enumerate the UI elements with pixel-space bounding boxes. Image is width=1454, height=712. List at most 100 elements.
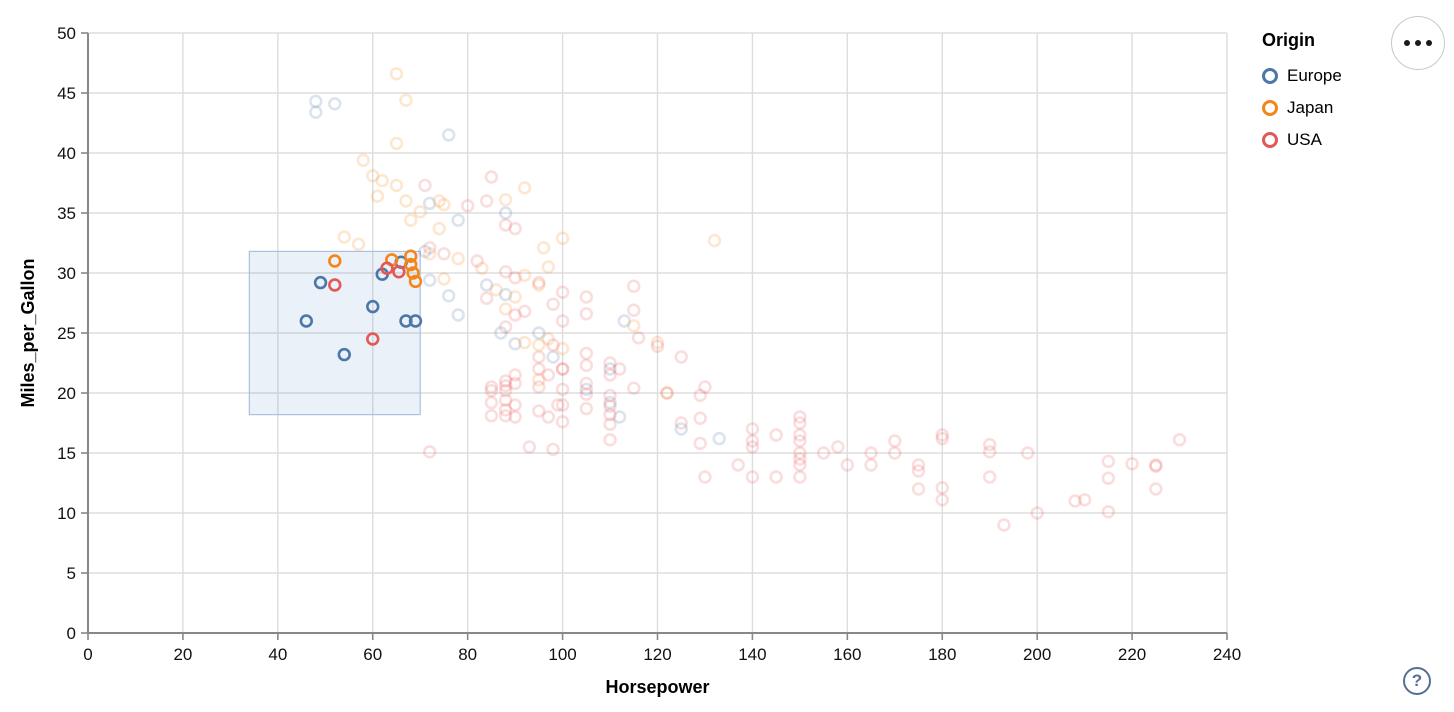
data-point-usa[interactable] (546, 297, 560, 311)
data-point-usa[interactable] (508, 410, 522, 424)
data-point-usa[interactable] (423, 445, 437, 459)
data-point-usa[interactable] (698, 380, 712, 394)
data-point-usa[interactable] (693, 436, 707, 451)
data-point-usa[interactable] (698, 470, 712, 484)
data-point-japan[interactable] (351, 237, 366, 251)
help-button[interactable]: ? (1403, 667, 1431, 695)
data-point-europe[interactable] (451, 308, 465, 322)
data-point-usa[interactable] (546, 338, 560, 352)
data-point-usa[interactable] (508, 376, 522, 391)
data-point-usa[interactable] (1149, 459, 1163, 473)
data-point-usa[interactable] (603, 368, 617, 382)
data-point-europe[interactable] (603, 395, 617, 410)
data-point-europe[interactable] (712, 431, 726, 446)
data-point-japan[interactable] (508, 290, 522, 304)
data-point-usa[interactable] (498, 265, 513, 279)
data-point-usa[interactable] (479, 291, 494, 305)
data-point-usa[interactable] (366, 332, 380, 346)
data-point-usa[interactable] (508, 308, 522, 322)
data-point-usa[interactable] (437, 247, 451, 261)
data-point-europe[interactable] (309, 105, 323, 119)
data-point-usa[interactable] (498, 383, 513, 398)
data-point-japan[interactable] (532, 338, 546, 352)
data-point-usa[interactable] (935, 431, 949, 446)
data-point-usa[interactable] (1149, 482, 1163, 496)
data-point-usa[interactable] (911, 458, 926, 472)
data-point-europe[interactable] (423, 196, 437, 211)
data-point-usa[interactable] (911, 482, 926, 496)
data-point-japan[interactable] (432, 221, 446, 236)
data-point-usa[interactable] (484, 383, 499, 398)
data-point-usa[interactable] (532, 362, 546, 376)
data-point-usa[interactable] (470, 254, 484, 268)
data-point-japan[interactable] (366, 169, 380, 183)
data-point-usa[interactable] (392, 265, 406, 279)
data-point-usa[interactable] (831, 440, 845, 454)
data-point-europe[interactable] (498, 206, 513, 220)
data-point-europe[interactable] (674, 422, 688, 436)
data-point-usa[interactable] (745, 422, 760, 436)
data-point-japan[interactable] (404, 257, 418, 272)
data-point-usa[interactable] (579, 376, 594, 391)
data-point-usa[interactable] (579, 358, 594, 373)
data-point-usa[interactable] (579, 346, 594, 361)
data-point-japan[interactable] (356, 153, 370, 167)
data-point-japan[interactable] (404, 213, 418, 227)
data-point-japan[interactable] (536, 241, 551, 255)
data-point-usa[interactable] (508, 398, 522, 412)
data-point-japan[interactable] (423, 247, 437, 261)
data-point-usa[interactable] (731, 458, 745, 472)
data-point-usa[interactable] (840, 458, 855, 472)
data-point-europe[interactable] (546, 350, 560, 364)
data-point-usa[interactable] (498, 393, 513, 407)
data-point-japan[interactable] (541, 332, 556, 346)
data-point-japan[interactable] (451, 251, 465, 266)
data-point-japan[interactable] (532, 373, 546, 387)
data-point-usa[interactable] (650, 339, 665, 353)
data-point-usa[interactable] (660, 386, 674, 400)
data-point-europe[interactable] (408, 314, 423, 328)
data-point-usa[interactable] (498, 409, 513, 423)
data-point-usa[interactable] (555, 285, 570, 299)
data-point-usa[interactable] (1172, 433, 1187, 447)
data-point-usa[interactable] (603, 417, 617, 431)
data-point-japan[interactable] (389, 67, 404, 81)
data-point-usa[interactable] (579, 401, 594, 416)
data-point-europe[interactable] (441, 289, 456, 303)
data-point-usa[interactable] (1030, 506, 1044, 520)
data-point-usa[interactable] (546, 442, 560, 457)
data-point-europe[interactable] (309, 94, 323, 109)
data-point-japan[interactable] (413, 205, 427, 219)
data-point-usa[interactable] (508, 221, 522, 236)
data-point-europe[interactable] (451, 213, 465, 227)
data-point-usa[interactable] (555, 398, 570, 412)
data-point-usa[interactable] (1068, 494, 1082, 508)
data-point-usa[interactable] (793, 470, 807, 484)
data-point-usa[interactable] (935, 481, 949, 495)
data-point-usa[interactable] (612, 362, 627, 376)
data-point-usa[interactable] (517, 304, 532, 319)
data-point-usa[interactable] (603, 388, 617, 403)
data-point-usa[interactable] (579, 307, 594, 321)
data-point-japan[interactable] (475, 261, 489, 275)
data-point-usa[interactable] (816, 446, 831, 460)
data-point-usa[interactable] (1101, 454, 1116, 469)
data-point-japan[interactable] (489, 283, 503, 297)
data-point-usa[interactable] (380, 261, 394, 275)
data-point-usa[interactable] (579, 387, 594, 401)
data-point-japan[interactable] (437, 272, 451, 286)
data-point-japan[interactable] (389, 178, 404, 193)
data-point-europe[interactable] (617, 314, 631, 328)
data-point-usa[interactable] (693, 388, 707, 403)
data-point-usa[interactable] (579, 290, 594, 304)
data-point-usa[interactable] (484, 380, 499, 394)
data-point-europe[interactable] (441, 128, 456, 142)
data-point-usa[interactable] (888, 434, 902, 448)
data-point-europe[interactable] (337, 347, 351, 362)
data-point-usa[interactable] (418, 178, 432, 193)
data-point-usa[interactable] (603, 407, 617, 422)
data-point-japan[interactable] (399, 194, 413, 208)
data-point-usa[interactable] (498, 320, 513, 334)
data-point-japan[interactable] (389, 136, 404, 151)
data-point-usa[interactable] (532, 350, 546, 364)
